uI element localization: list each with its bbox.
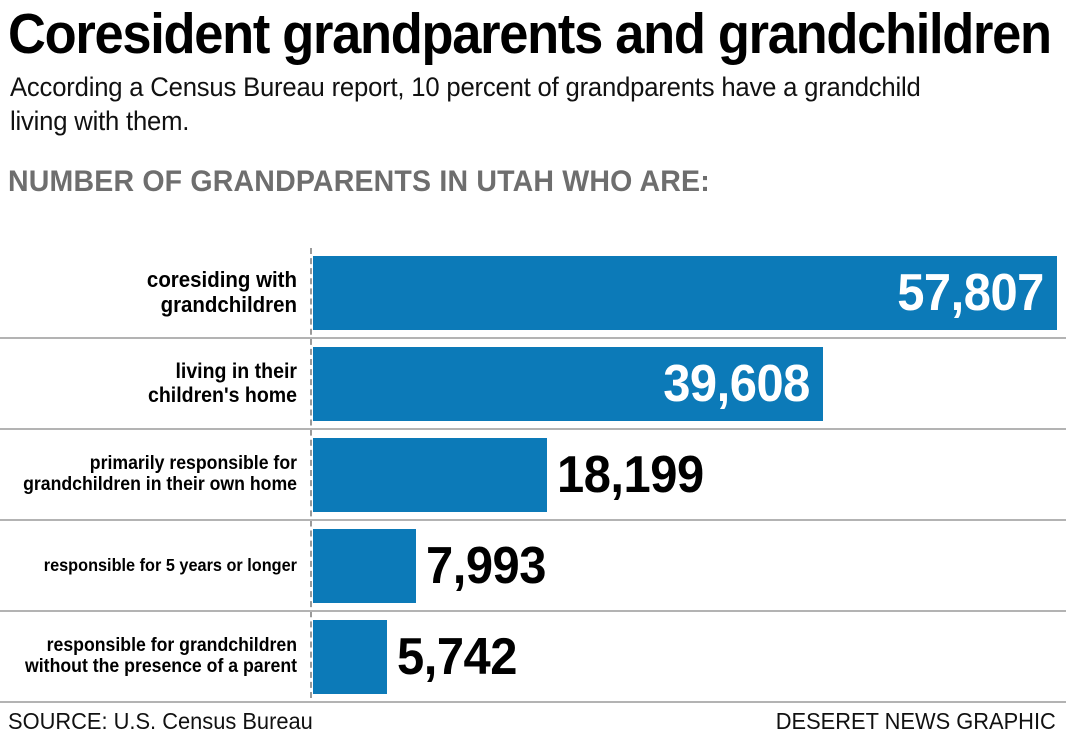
chart-row: responsible for grandchildren without the…: [0, 612, 1066, 703]
bar-category-label-line: living in their: [175, 360, 297, 384]
bar-category-label-line: coresiding with grandchildren: [146, 267, 297, 317]
axis-baseline: [310, 248, 312, 698]
bar: 5,742: [313, 619, 517, 694]
footer: SOURCE: U.S. Census Bureau DESERET NEWS …: [0, 698, 1066, 743]
bar-category-label-line: grandchildren in their own home: [23, 473, 298, 495]
chart-row-inner: living in their children's home 39,608: [0, 339, 1066, 428]
bar: 7,993: [313, 528, 546, 603]
chart-row-inner: coresiding with grandchildren 57,807: [0, 248, 1066, 337]
bar-category-label-line: without the presence of a parent: [25, 655, 297, 677]
chart-section-label: NUMBER OF GRANDPARENTS IN UTAH WHO ARE:: [8, 164, 710, 198]
bar-value-label: 7,993: [426, 536, 546, 595]
graphic-credit: DESERET NEWS GRAPHIC: [775, 708, 1056, 734]
bar-category-label-line: children's home: [148, 383, 297, 407]
chart-row: coresiding with grandchildren 57,807: [0, 248, 1066, 339]
chart-row: responsible for 5 years or longer 7,993: [0, 521, 1066, 612]
bar-category-label: responsible for grandchildren without the…: [21, 612, 297, 701]
source-note: SOURCE: U.S. Census Bureau: [8, 708, 313, 734]
bar-category-label: responsible for 5 years or longer: [21, 521, 297, 610]
bar-chart: coresiding with grandchildren 57,807 livin…: [0, 248, 1066, 703]
bar: 39,608: [313, 346, 823, 421]
bar-value-label: 57,807: [897, 263, 1044, 322]
bar: 18,199: [313, 437, 704, 512]
bar: 57,807: [313, 255, 1057, 330]
chart-row: living in their children's home 39,608: [0, 339, 1066, 430]
bar-category-label: living in their children's home: [21, 339, 297, 428]
bar-category-label: primarily responsible for grandchildren i…: [21, 430, 297, 519]
chart-row: primarily responsible for grandchildren i…: [0, 430, 1066, 521]
bar-category-label: coresiding with grandchildren: [21, 248, 297, 337]
bar-category-label-line: responsible for 5 years or longer: [43, 554, 297, 575]
chart-row-inner: responsible for grandchildren without the…: [0, 612, 1066, 701]
bar-track: 39,608: [313, 339, 1066, 428]
bar-value-label: 5,742: [397, 627, 517, 686]
chart-row-inner: responsible for 5 years or longer 7,993: [0, 521, 1066, 610]
bar-category-label-line: primarily responsible for: [89, 452, 297, 474]
bar-value-label: 39,608: [663, 354, 810, 413]
bar-track: 57,807: [313, 248, 1066, 337]
bar-track: 7,993: [313, 521, 1066, 610]
bar-track: 18,199: [313, 430, 1066, 519]
chart-row-inner: primarily responsible for grandchildren i…: [0, 430, 1066, 519]
header: Coresident grandparents and grandchildre…: [0, 0, 1066, 139]
bar-category-label-line: responsible for grandchildren: [46, 634, 297, 656]
bar-value-label: 18,199: [557, 445, 704, 504]
subtitle: According a Census Bureau report, 10 per…: [10, 72, 921, 136]
bar-track: 5,742: [313, 612, 1066, 701]
chart-rows: coresiding with grandchildren 57,807 livin…: [0, 248, 1066, 703]
page-title: Coresident grandparents and grandchildre…: [8, 2, 1052, 66]
